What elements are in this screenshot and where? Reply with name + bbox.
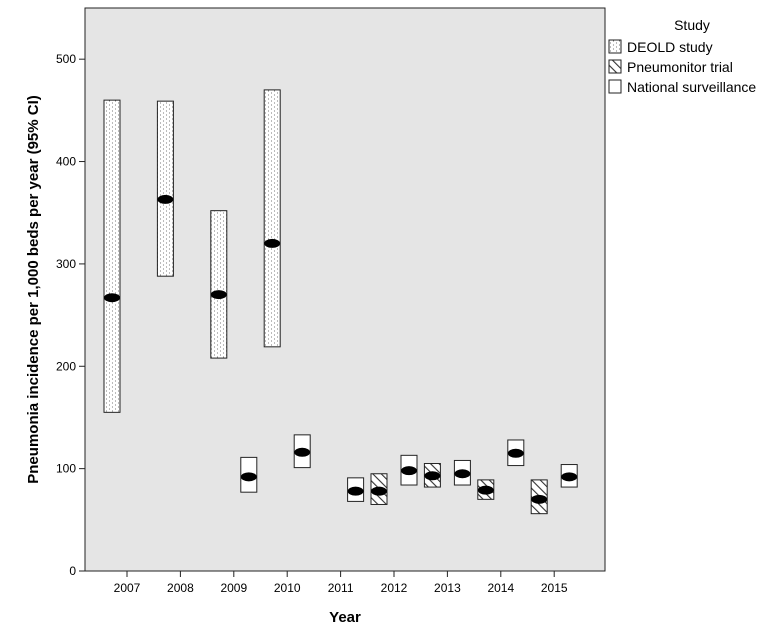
estimate-marker-pneumonitor-trial-2013 <box>424 471 441 481</box>
estimate-marker-national-surveillance-2013 <box>454 469 471 479</box>
x-tick-label-2008: 2008 <box>167 581 194 595</box>
x-tick-label-2014: 2014 <box>487 581 514 595</box>
ci-box-deold-study-2009 <box>210 210 228 359</box>
legend-swatch-pneumonitor-trial <box>608 59 622 74</box>
estimate-marker-deold-study-2008 <box>157 194 174 204</box>
x-tick-label-2009: 2009 <box>220 581 247 595</box>
legend-label-pneumonitor-trial: Pneumonitor trial <box>627 59 733 75</box>
y-tick-label-200: 200 <box>56 359 76 373</box>
x-tick-label-2011: 2011 <box>328 581 354 595</box>
ci-box-deold-study-2008 <box>156 100 174 277</box>
x-axis-title: Year <box>329 609 361 626</box>
y-tick-label-400: 400 <box>56 155 76 169</box>
estimate-marker-deold-study-2009 <box>210 290 227 300</box>
estimate-marker-pneumonitor-trial-2015 <box>531 494 548 504</box>
estimate-marker-pneumonitor-trial-2014 <box>477 485 494 495</box>
ci-box-deold-study-2007 <box>103 99 121 413</box>
y-tick-label-500: 500 <box>56 52 76 66</box>
y-axis: 0 100 200 300 400 500 <box>56 52 85 578</box>
estimate-marker-national-surveillance-2011 <box>347 486 364 496</box>
legend-swatch-national-surveillance <box>608 79 622 94</box>
estimate-marker-deold-study-2007 <box>104 293 120 303</box>
legend-label-national-surveillance: National surveillance <box>627 79 756 95</box>
y-tick-label-300: 300 <box>56 257 76 271</box>
x-axis: 2007 2008 2009 2010 2011 2012 2013 2014 2015 <box>114 571 568 595</box>
series-layer <box>103 89 578 515</box>
estimate-marker-national-surveillance-2012 <box>401 466 417 476</box>
legend: Study DEOLD study Pneumonitor trial Nation… <box>608 17 756 95</box>
x-tick-label-2010: 2010 <box>274 581 301 595</box>
x-tick-label-2015: 2015 <box>541 581 568 595</box>
legend-label-deold-study: DEOLD study <box>627 39 713 55</box>
x-tick-label-2013: 2013 <box>434 581 461 595</box>
estimate-marker-deold-study-2010 <box>264 238 281 248</box>
plot-background <box>84 7 606 572</box>
estimate-marker-national-surveillance-2014 <box>507 448 524 458</box>
legend-title: Study <box>674 17 710 33</box>
x-tick-label-2007: 2007 <box>114 581 141 595</box>
estimate-marker-pneumonitor-trial-2012 <box>371 486 387 496</box>
estimate-marker-national-surveillance-2010 <box>294 447 311 457</box>
ci-box-deold-study-2010 <box>263 89 281 348</box>
x-tick-label-2012: 2012 <box>381 581 408 595</box>
estimate-marker-national-surveillance-2015 <box>561 472 578 482</box>
y-tick-label-100: 100 <box>56 462 76 476</box>
y-tick-label-0: 0 <box>69 564 76 578</box>
legend-swatch-deold-study <box>608 39 622 54</box>
estimate-marker-national-surveillance-2009 <box>240 472 257 482</box>
y-axis-title: Pneumonia incidence per 1,000 beds per y… <box>25 95 42 483</box>
